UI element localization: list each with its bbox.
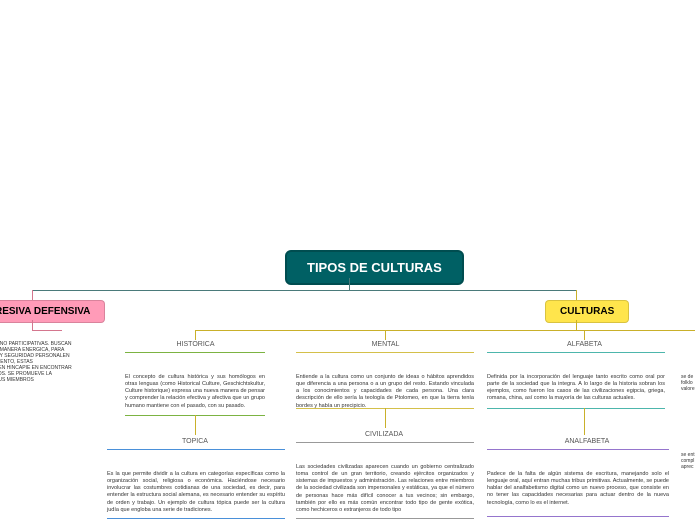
- connector-left-desc-h: [32, 330, 62, 331]
- desc-mental: Entiende a la cultura como un conjunto d…: [296, 374, 474, 410]
- connector-left-down: [32, 290, 33, 300]
- left-branch-description: S NO PARTICIPATIVAS. BUSCAN E MANERA ENE…: [0, 341, 95, 383]
- subtopic-civilizada[interactable]: CIVILIZADA: [354, 431, 414, 438]
- connector-right-down: [576, 290, 577, 300]
- connector-row2-1: [195, 415, 196, 435]
- underline-analfabeta: [487, 449, 669, 450]
- connector-culturas-h: [195, 330, 695, 331]
- underline-alfabeta-bottom: [487, 408, 665, 409]
- desc-topica: Es la que permite dividir a la cultura e…: [107, 471, 285, 514]
- desc-analfabeta: Padece de la falta de algún sistema de e…: [487, 471, 669, 507]
- underline-mental: [296, 352, 474, 353]
- connector-sub2-v: [385, 330, 386, 340]
- underline-topica-bottom: [107, 518, 285, 519]
- underline-historica: [125, 352, 265, 353]
- connector-culturas-down: [576, 320, 577, 330]
- underline-alfabeta: [487, 352, 665, 353]
- connector-row2-3: [584, 408, 585, 435]
- connector-sub1-v: [195, 330, 196, 340]
- subtopic-analfabeta[interactable]: ANALFABETA: [552, 438, 622, 445]
- connector-left-desc-v: [32, 320, 33, 330]
- connector-root-down: [349, 278, 350, 290]
- underline-civilizada: [296, 442, 474, 443]
- desc-alfabeta: Definida por la incorporación del lengua…: [487, 374, 665, 403]
- subtopic-topica[interactable]: TOPICA: [170, 438, 220, 445]
- subtopic-historica[interactable]: HISTORICA: [158, 341, 233, 348]
- desc-civilizada: Las sociedades civilizadas aparecen cuan…: [296, 464, 474, 514]
- subtopic-mental[interactable]: MENTAL: [358, 341, 413, 348]
- partial-text-2: se ent compl aprec: [681, 452, 696, 470]
- desc-historica: El concepto de cultura histórica y sus h…: [125, 374, 265, 410]
- subtopic-alfabeta[interactable]: ALFABETA: [557, 341, 612, 348]
- partial-text-1: se de folklo valore: [681, 374, 696, 392]
- connector-row2-2: [385, 408, 386, 428]
- underline-topica: [107, 449, 285, 450]
- root-node[interactable]: TIPOS DE CULTURAS: [285, 250, 464, 285]
- connector-root-h: [32, 290, 577, 291]
- branch-left[interactable]: RESIVA DEFENSIVA: [0, 300, 105, 323]
- connector-sub3-v: [584, 330, 585, 340]
- branch-right[interactable]: CULTURAS: [545, 300, 629, 323]
- underline-civilizada-bottom: [296, 518, 474, 519]
- underline-analfabeta-bottom: [487, 516, 669, 517]
